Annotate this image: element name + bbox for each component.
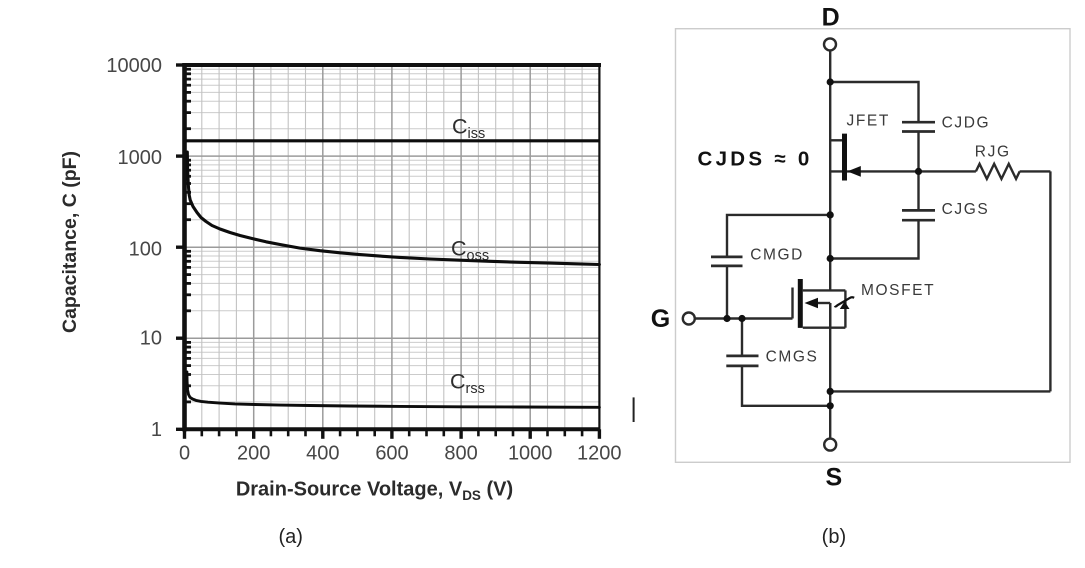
svg-text:100: 100 [129,239,162,261]
svg-text:CMGD: CMGD [750,247,804,264]
svg-text:Coss: Coss [451,237,489,265]
svg-text:10: 10 [140,328,162,350]
svg-text:600: 600 [375,443,408,465]
svg-text:200: 200 [237,443,270,465]
svg-text:G: G [651,305,670,333]
svg-text:CJDS ≈ 0: CJDS ≈ 0 [698,148,813,171]
svg-text:1000: 1000 [508,443,553,465]
svg-text:0: 0 [179,443,190,465]
svg-text:1000: 1000 [118,147,163,169]
svg-text:1200: 1200 [577,443,622,465]
svg-text:Crss: Crss [450,370,485,398]
svg-text:S: S [826,464,843,492]
svg-text:(b): (b) [822,526,846,548]
svg-text:CJDG: CJDG [942,115,991,132]
svg-text:800: 800 [444,443,477,465]
svg-text:(a): (a) [278,526,302,548]
svg-text:JFET: JFET [847,113,890,130]
svg-text:Drain-Source Voltage, VDS (V): Drain-Source Voltage, VDS (V) [236,479,513,504]
svg-text:1: 1 [151,419,162,441]
svg-text:CJGS: CJGS [942,201,990,218]
svg-text:400: 400 [306,443,339,465]
svg-text:Ciss: Ciss [452,115,485,143]
svg-text:RJG: RJG [975,144,1011,161]
svg-text:MOSFET: MOSFET [861,282,935,299]
svg-text:D: D [822,3,840,31]
svg-text:Capacitance, C (pF): Capacitance, C (pF) [59,151,81,333]
svg-text:CMGS: CMGS [766,349,819,366]
svg-text:10000: 10000 [106,55,162,77]
